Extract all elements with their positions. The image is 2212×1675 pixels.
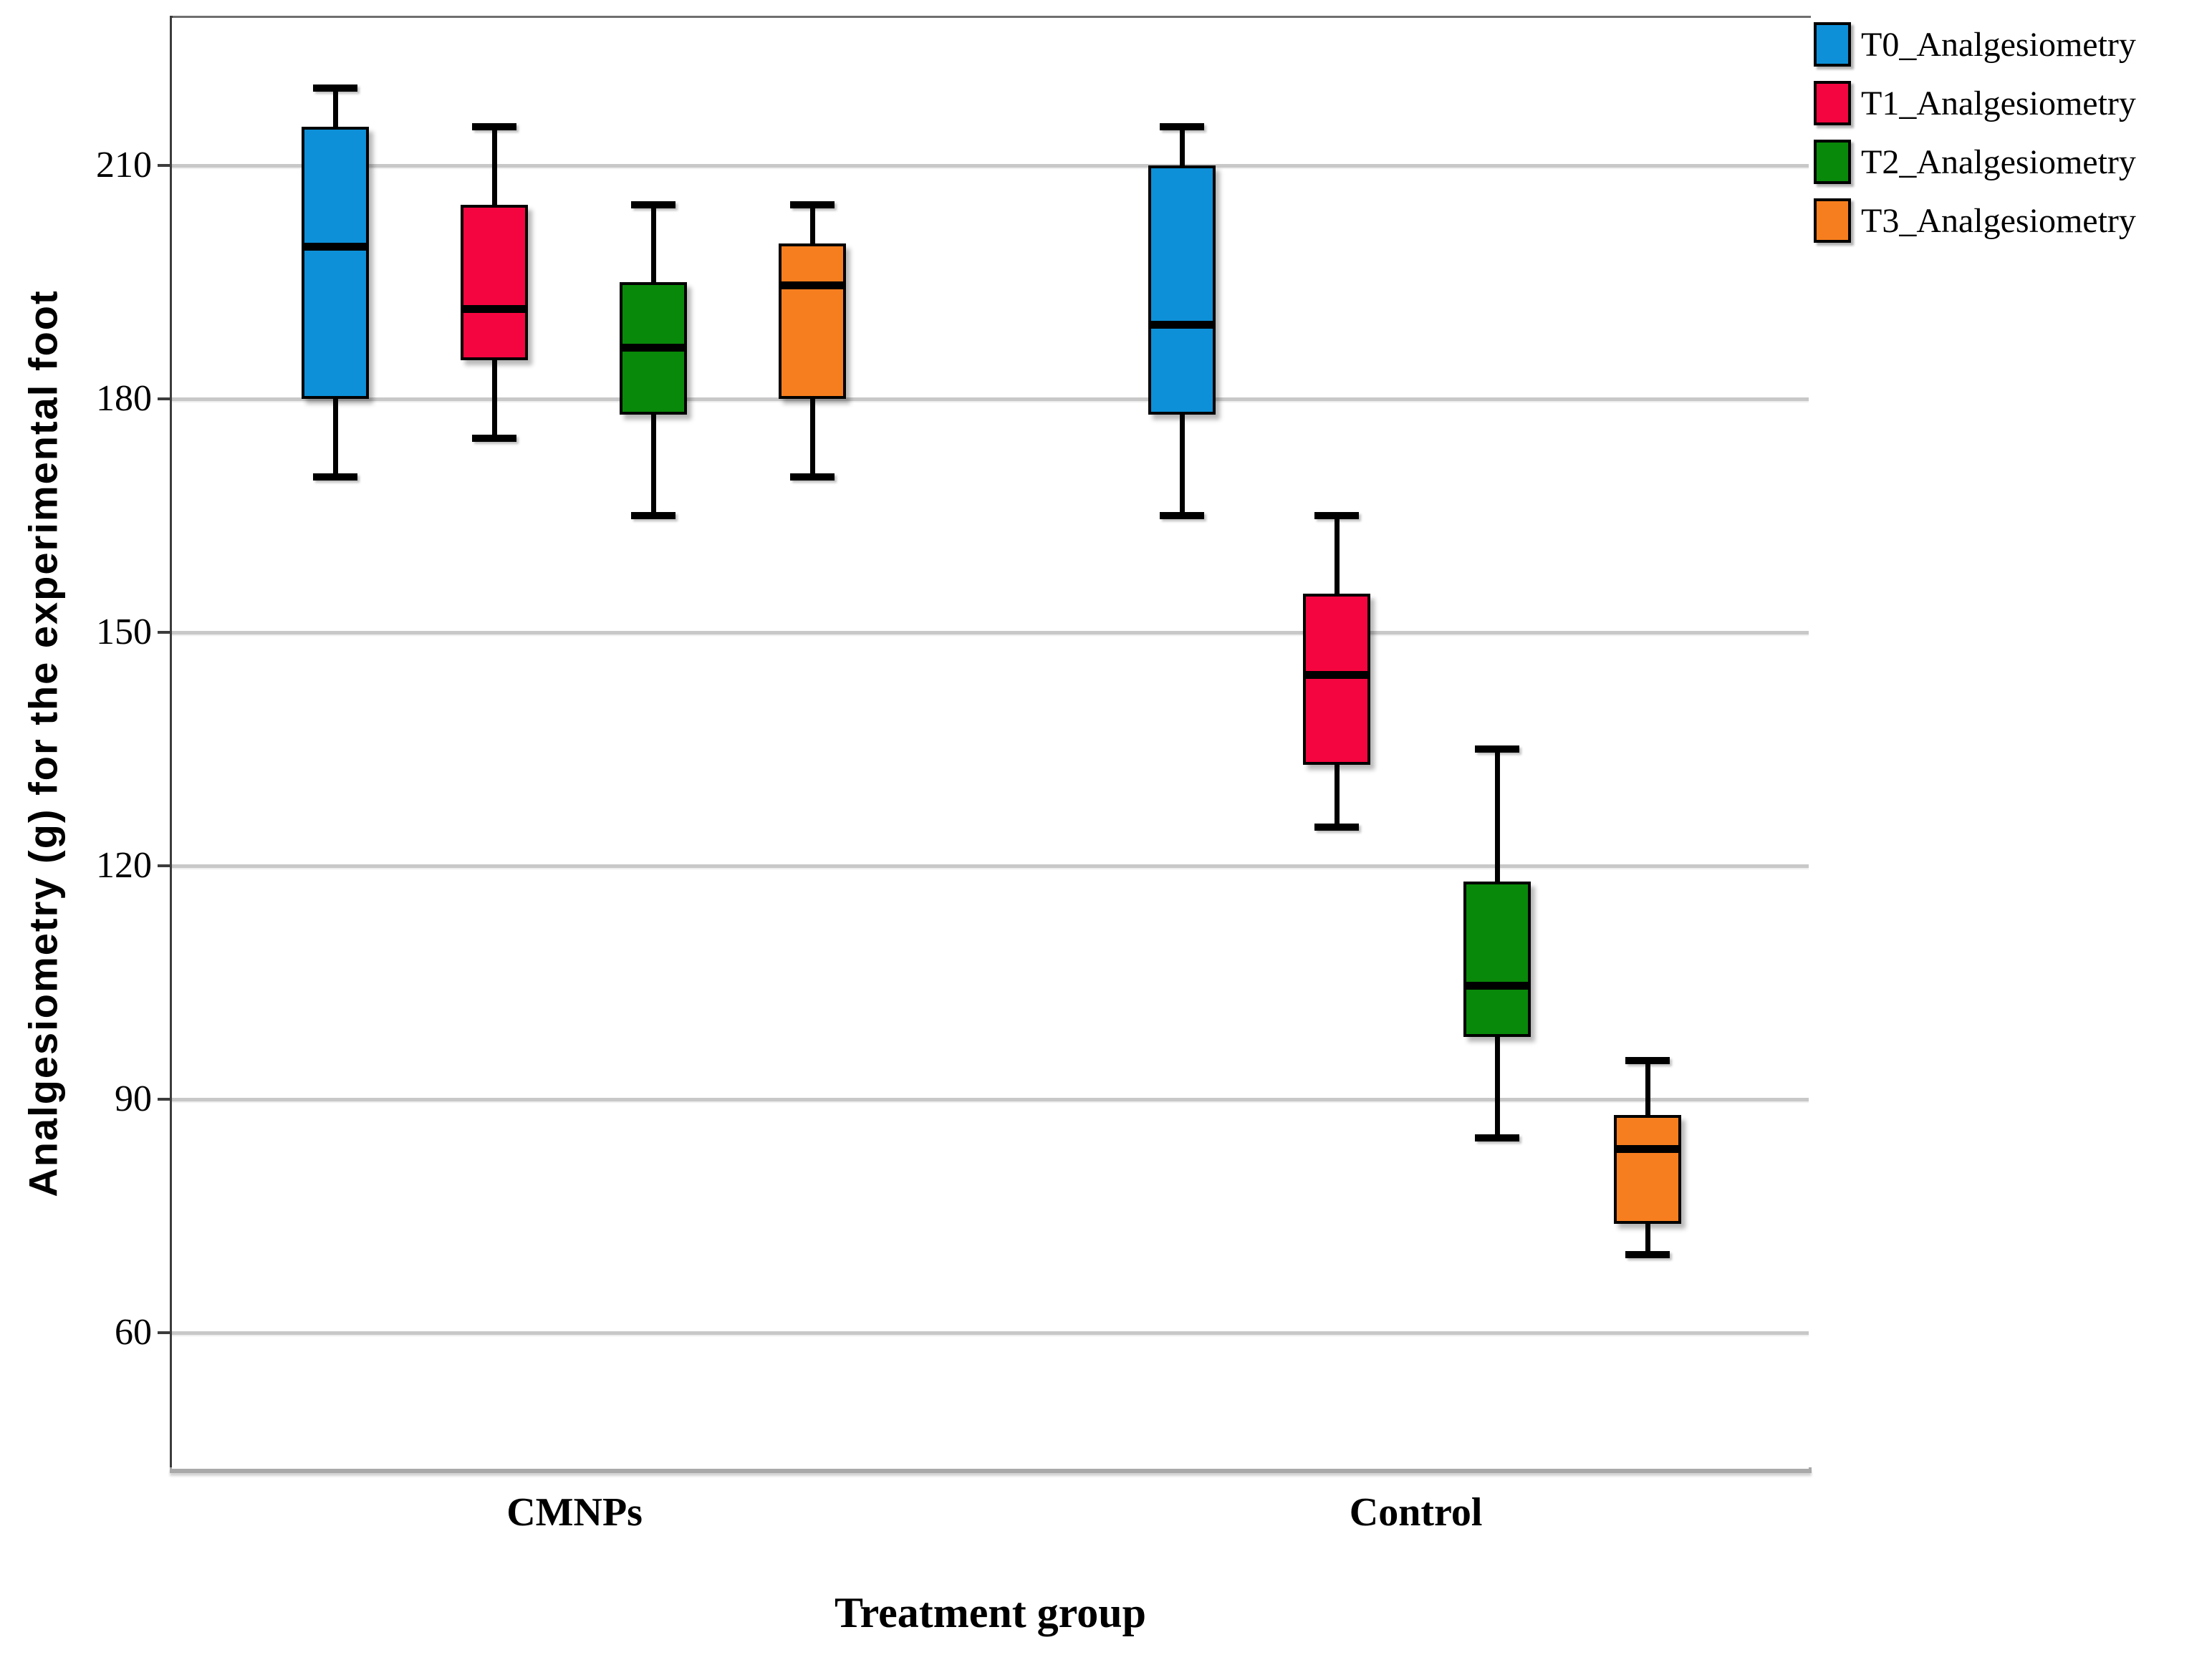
gridline [172,397,1809,402]
y-tick-mark [158,864,170,868]
whisker-cap [1314,823,1359,831]
y-tick-label: 120 [96,845,152,887]
y-tick-mark [158,164,170,168]
y-tick-mark [158,397,170,401]
gridline [172,164,1809,168]
whisker-cap [313,473,358,481]
legend-swatch-icon [1814,140,1851,184]
boxplot-box [1303,593,1370,765]
x-category-label: CMNPs [506,1490,643,1535]
y-tick-label: 180 [96,378,152,420]
gridline [172,1097,1809,1101]
y-tick-label: 60 [115,1311,152,1353]
median-line [302,243,370,251]
legend-item: T0_Analgesiometry [1814,21,2136,67]
y-axis-title: Analgesiometry (g) for the experimental … [20,289,66,1197]
median-line [460,304,528,313]
legend-label: T0_Analgesiometry [1861,25,2136,64]
boxplot-box [778,243,846,400]
gridline [172,631,1809,635]
boxplot-box [460,204,528,360]
whisker-cap [1625,1251,1670,1259]
boxplot-box [1613,1114,1681,1224]
legend-swatch-icon [1814,198,1851,243]
plot-area: 210 180 150 120 90 60 [96,18,1809,1469]
gridline [172,1331,1809,1335]
boxplot-box [1148,165,1216,415]
median-line [1463,982,1531,990]
whisker-cap [1474,1134,1519,1142]
y-tick-mark [158,1097,170,1101]
legend-swatch-icon [1814,22,1851,67]
y-tick-mark [158,1331,170,1334]
legend: T0_Analgesiometry T1_Analgesiometry T2_Ana… [1814,21,2136,256]
whisker-cap [471,123,516,131]
median-line [1613,1145,1681,1154]
whisker-cap [1160,512,1205,520]
legend-label: T1_Analgesiometry [1861,84,2136,122]
legend-item: T2_Analgesiometry [1814,139,2136,185]
x-axis-title: Treatment group [835,1589,1146,1636]
boxplot-box [1463,881,1531,1038]
whisker-cap [471,434,516,442]
y-axis-line [170,16,173,1472]
whisker-cap [313,84,358,92]
x-category-label: Control [1349,1490,1483,1535]
whisker-cap [1474,745,1519,753]
y-tick-label: 90 [115,1078,152,1119]
whisker-cap [631,201,676,208]
legend-item: T3_Analgesiometry [1814,198,2136,243]
whisker-cap [789,473,835,481]
legend-item: T1_Analgesiometry [1814,80,2136,126]
legend-label: T2_Analgesiometry [1861,143,2136,181]
median-line [1303,670,1370,679]
median-line [778,281,846,290]
gridline [172,864,1809,869]
whisker-cap [1314,512,1359,520]
y-tick-label: 150 [96,612,152,653]
whisker-cap [1625,1056,1670,1064]
whisker-cap [1160,123,1205,131]
boxplot-box [302,127,370,400]
boxplot-box [620,282,688,415]
legend-label: T3_Analgesiometry [1861,201,2136,240]
whisker-cap [631,512,676,520]
median-line [1148,320,1216,329]
y-tick-label: 210 [96,145,152,186]
legend-swatch-icon [1814,81,1851,125]
x-axis-line [170,1467,1812,1473]
y-tick-mark [158,631,170,634]
whisker-cap [789,201,835,208]
plot-frame-top [170,16,1811,18]
median-line [620,344,688,352]
